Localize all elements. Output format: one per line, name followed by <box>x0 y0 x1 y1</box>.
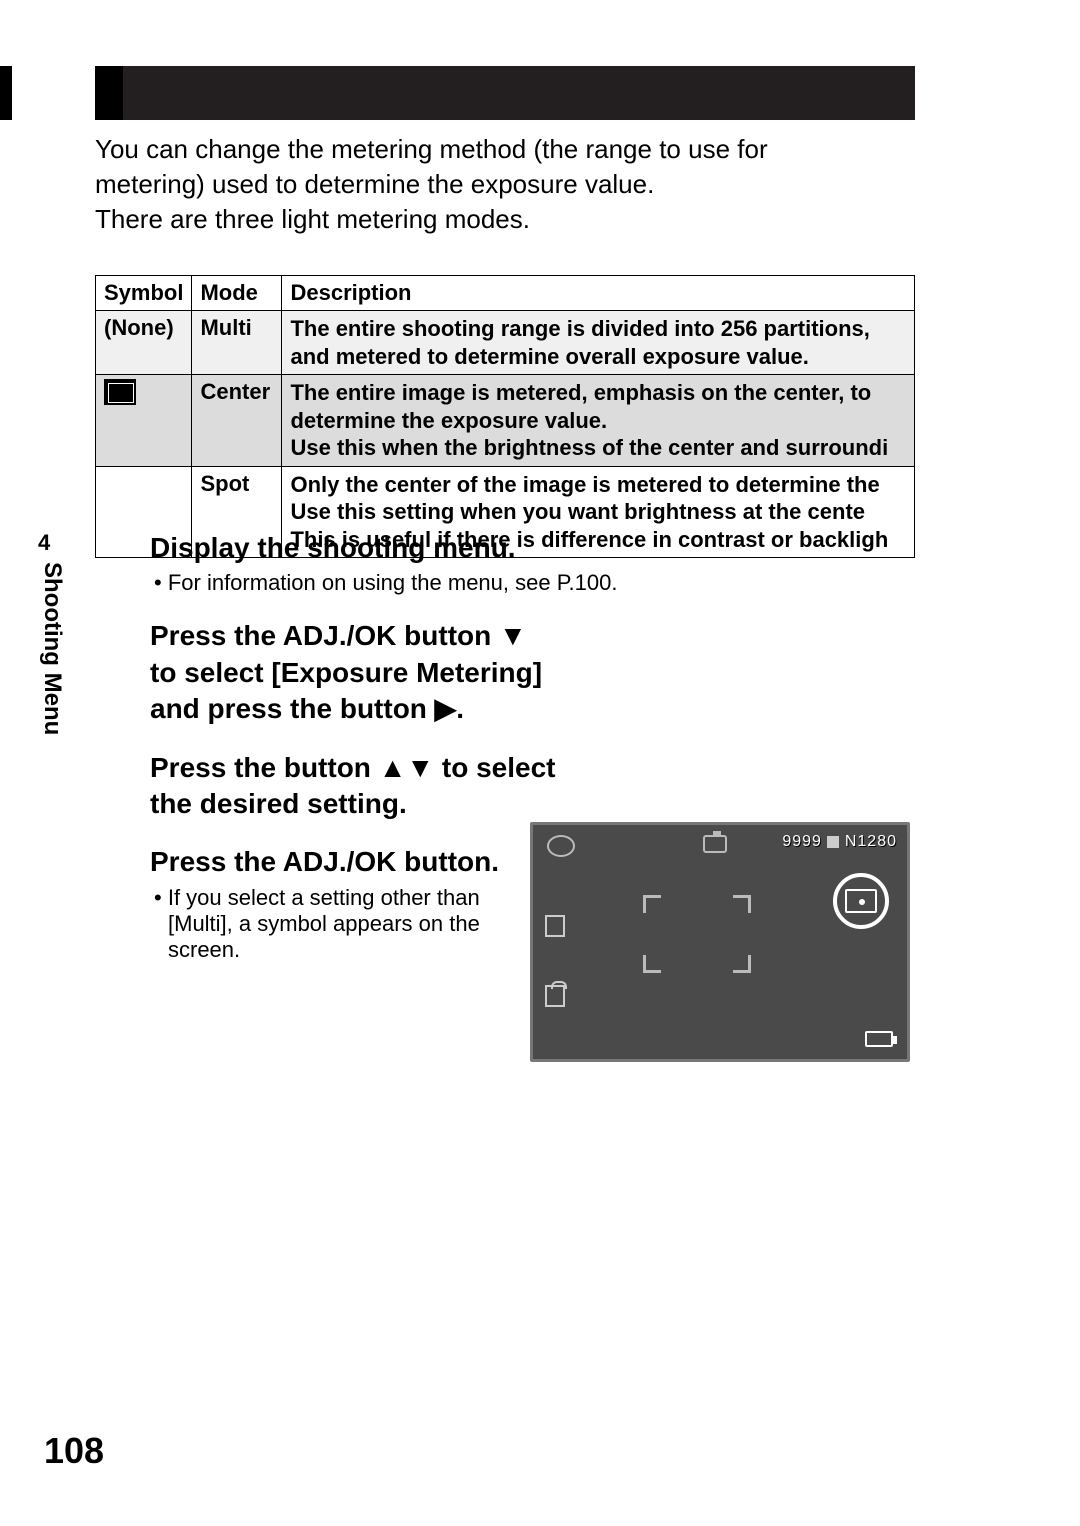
page-edge-marker <box>0 66 12 120</box>
cell-mode: Center <box>192 375 282 467</box>
page-number: 108 <box>44 1430 104 1472</box>
step-heading: Display the shooting menu. <box>150 530 910 566</box>
step-heading: to select [Exposure Metering] <box>150 655 910 691</box>
focus-bracket-icon <box>733 955 751 973</box>
step-1: Display the shooting menu. For informati… <box>150 530 910 596</box>
resolution-badge: N1280 <box>845 833 897 850</box>
hud-side-icon <box>545 915 565 937</box>
table-header-description: Description <box>282 276 915 311</box>
card-icon <box>827 836 839 848</box>
intro-line: metering) used to determine the exposure… <box>95 167 915 202</box>
chapter-title-vertical: Shooting Menu <box>38 562 66 735</box>
metering-symbol-icon <box>845 889 877 913</box>
hud-counter: 9999 N1280 <box>782 833 897 851</box>
step-note: If you select a setting other than [Mult… <box>168 885 510 963</box>
mode-dial-icon <box>547 835 575 857</box>
focus-bracket-icon <box>733 895 751 913</box>
intro-line: There are three light metering modes. <box>95 202 915 237</box>
cell-description: The entire shooting range is divided int… <box>282 311 915 375</box>
hud-side-icon <box>545 985 565 1007</box>
center-metering-icon <box>104 379 136 405</box>
shots-remaining: 9999 <box>782 833 822 850</box>
cell-symbol: (None) <box>96 311 192 375</box>
focus-bracket-icon <box>643 895 661 913</box>
intro-paragraph: You can change the metering method (the … <box>95 132 915 237</box>
step-heading: and press the button ▶. <box>150 691 910 727</box>
step-heading: Press the ADJ./OK button. <box>150 844 510 880</box>
metering-modes-table: Symbol Mode Description (None) Multi The… <box>95 275 915 558</box>
table-row: (None) Multi The entire shooting range i… <box>96 311 915 375</box>
cell-symbol <box>96 375 192 467</box>
focus-bracket-icon <box>643 955 661 973</box>
table-header-mode: Mode <box>192 276 282 311</box>
section-header-box <box>95 66 123 120</box>
step-heading: the desired setting. <box>150 786 910 822</box>
metering-symbol-highlight <box>833 873 889 929</box>
camera-icon <box>703 835 727 853</box>
table-header-symbol: Symbol <box>96 276 192 311</box>
step-3: Press the button ▲▼ to select the desire… <box>150 750 910 823</box>
step-heading: Press the ADJ./OK button ▼ <box>150 618 910 654</box>
battery-icon <box>865 1031 893 1047</box>
step-2: Press the ADJ./OK button ▼ to select [Ex… <box>150 618 910 727</box>
cell-description: The entire image is metered, emphasis on… <box>282 375 915 467</box>
table-row: Center The entire image is metered, emph… <box>96 375 915 467</box>
chapter-number: 4 <box>38 530 50 556</box>
intro-line: You can change the metering method (the … <box>95 132 915 167</box>
camera-lcd-preview: 9999 N1280 <box>530 822 910 1062</box>
step-heading: Press the button ▲▼ to select <box>150 750 910 786</box>
section-header-bar <box>95 66 915 120</box>
step-note: For information on using the menu, see P… <box>168 570 910 596</box>
cell-mode: Multi <box>192 311 282 375</box>
step-4: Press the ADJ./OK button. If you select … <box>150 844 510 962</box>
